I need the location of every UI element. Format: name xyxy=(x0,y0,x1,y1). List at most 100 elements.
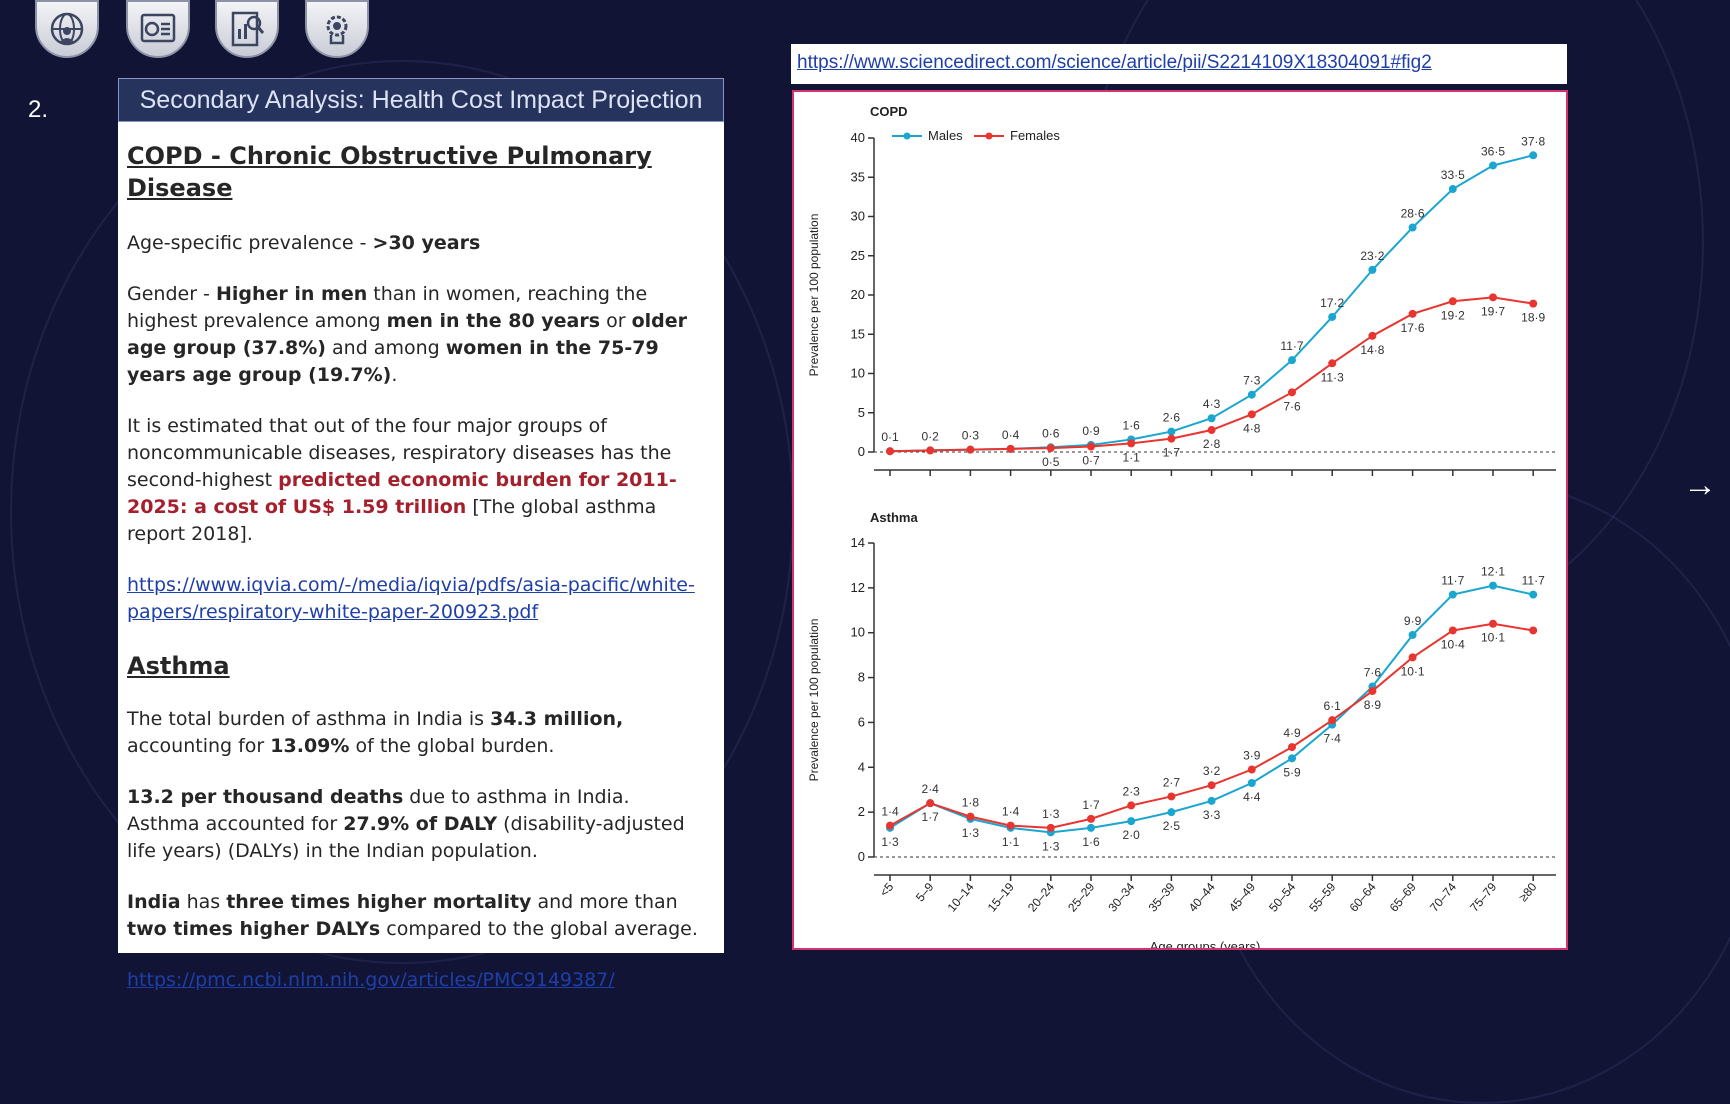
data-label: 0·9 xyxy=(1082,424,1100,438)
data-point xyxy=(1046,823,1055,832)
data-point xyxy=(1489,293,1497,302)
data-label: 0·6 xyxy=(1042,426,1060,440)
y-tick-label: 6 xyxy=(858,714,865,729)
data-point xyxy=(1046,444,1055,453)
data-point xyxy=(966,445,975,454)
y-tick-label: 10 xyxy=(851,366,865,381)
data-label: 5·9 xyxy=(1283,765,1301,779)
y-tick-label: 14 xyxy=(851,535,865,550)
data-label: 0·1 xyxy=(881,430,899,444)
data-point xyxy=(1368,687,1377,696)
x-tick-label: ≥80 xyxy=(1516,880,1540,905)
y-tick-label: 30 xyxy=(851,209,865,224)
data-label: 0·4 xyxy=(1002,428,1020,442)
data-point xyxy=(1087,442,1095,451)
data-label: 1·6 xyxy=(1082,835,1100,849)
data-point xyxy=(926,799,935,808)
data-point xyxy=(886,821,894,830)
source-url-box: https://www.sciencedirect.com/science/ar… xyxy=(791,44,1567,84)
data-point xyxy=(1207,426,1216,435)
data-label: 2·8 xyxy=(1203,437,1221,451)
data-point xyxy=(1408,223,1417,232)
sciencedirect-link[interactable]: https://www.sciencedirect.com/science/ar… xyxy=(797,52,1432,73)
data-label: 19·7 xyxy=(1481,304,1505,318)
data-label: 11·7 xyxy=(1441,574,1464,588)
data-point xyxy=(1288,743,1296,752)
data-point xyxy=(1006,821,1015,830)
iqvia-link[interactable]: https://www.iqvia.com/-/media/iqvia/pdfs… xyxy=(127,574,695,623)
pmc-link[interactable]: https://pmc.ncbi.nlm.nih.gov/articles/PM… xyxy=(127,969,615,991)
data-point xyxy=(966,812,975,821)
chart-title: Asthma xyxy=(870,510,918,525)
data-label: 2·6 xyxy=(1163,411,1181,425)
x-tick-label: 25–29 xyxy=(1065,880,1097,915)
data-label: 18·9 xyxy=(1521,311,1545,325)
data-label: 3·2 xyxy=(1203,764,1221,778)
x-tick-label: <5 xyxy=(877,880,897,900)
data-label: 0·5 xyxy=(1042,455,1060,469)
data-point xyxy=(1247,778,1256,787)
data-label: 19·2 xyxy=(1441,308,1465,322)
data-label: 2·7 xyxy=(1163,775,1181,789)
data-point xyxy=(1247,765,1256,774)
data-label: 2·3 xyxy=(1123,784,1141,798)
y-tick-label: 0 xyxy=(858,444,865,459)
data-point xyxy=(1288,388,1296,397)
data-label: 7·6 xyxy=(1283,399,1301,413)
x-tick-label: 35–39 xyxy=(1146,880,1178,915)
data-point xyxy=(1167,808,1176,817)
x-tick-label: 40–44 xyxy=(1186,880,1218,915)
data-point xyxy=(1529,151,1538,160)
series-line xyxy=(889,584,1534,834)
y-tick-label: 40 xyxy=(851,130,865,145)
data-label: 36·5 xyxy=(1481,144,1505,158)
nav-analysis-button[interactable] xyxy=(215,0,279,58)
data-point xyxy=(1247,410,1256,419)
copd-age-paragraph: Age-specific prevalence - >30 years xyxy=(127,232,481,254)
data-label: 11·7 xyxy=(1280,339,1303,353)
data-label: 10·4 xyxy=(1441,637,1465,651)
data-label: 8·9 xyxy=(1364,698,1382,712)
next-slide-arrow[interactable]: → xyxy=(1683,466,1717,504)
data-label: 23·2 xyxy=(1360,249,1384,263)
data-point xyxy=(1529,590,1538,599)
asthma-heading: Asthma xyxy=(127,652,230,680)
data-point xyxy=(1448,297,1457,306)
data-label: 1·3 xyxy=(962,826,980,840)
legend-swatch-marker xyxy=(903,132,911,140)
legend-label: Males xyxy=(928,128,963,143)
y-tick-label: 8 xyxy=(858,670,865,685)
nav-settings-button[interactable] xyxy=(305,0,369,58)
chart-title: COPD xyxy=(870,104,908,119)
data-point xyxy=(1448,185,1457,194)
data-point xyxy=(1489,619,1497,628)
data-point xyxy=(1408,653,1417,662)
y-tick-label: 12 xyxy=(851,580,865,595)
data-point xyxy=(1207,796,1216,805)
data-label: 2·0 xyxy=(1123,828,1141,842)
nav-dashboard-button[interactable] xyxy=(126,0,190,58)
nav-globe-user-button[interactable] xyxy=(35,0,99,58)
slide-number: 2. xyxy=(28,96,49,123)
data-label: 33·5 xyxy=(1441,168,1465,182)
data-label: 10·1 xyxy=(1401,664,1425,678)
data-label: 1·1 xyxy=(1002,835,1020,849)
analysis-document-icon xyxy=(231,11,265,47)
data-point xyxy=(1167,427,1176,436)
data-label: 17·2 xyxy=(1320,296,1344,310)
x-tick-label: 55–59 xyxy=(1306,880,1338,915)
y-tick-label: 25 xyxy=(851,248,865,263)
data-point xyxy=(1489,581,1497,590)
data-label: 0·3 xyxy=(962,429,980,443)
x-tick-label: 5–9 xyxy=(913,880,937,905)
data-point xyxy=(1127,801,1136,810)
y-tick-label: 5 xyxy=(858,405,865,420)
data-point xyxy=(1127,817,1136,826)
prevalence-chart-figure: COPD 0 5 10 15 20 25 30 35 40 Prevalence per 100 p… xyxy=(792,90,1568,950)
data-point xyxy=(1247,390,1256,399)
settings-gear-icon xyxy=(326,15,348,45)
economic-burden-highlight: predicted economic burden for 2011-2025:… xyxy=(127,469,677,518)
x-tick-label: 15–19 xyxy=(985,880,1017,915)
data-point xyxy=(1328,312,1337,321)
